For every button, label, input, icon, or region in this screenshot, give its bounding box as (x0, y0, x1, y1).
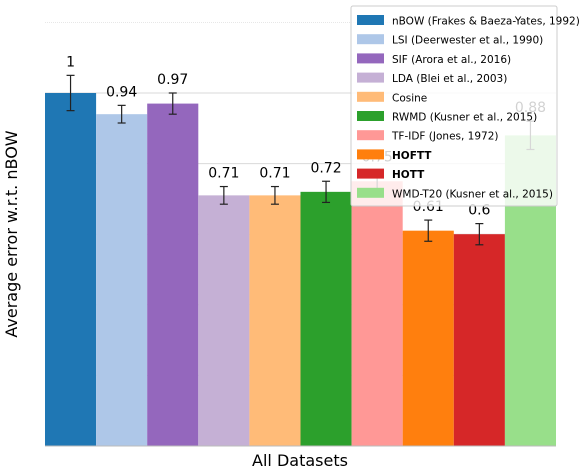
value-label: 0.71 (208, 166, 239, 182)
legend-label: nBOW (Frakes & Baeza-Yates, 1992) (392, 16, 580, 28)
legend-swatch (357, 168, 384, 179)
legend-label: WMD-T20 (Kusner et al., 2015) (392, 188, 553, 200)
legend-swatch (357, 15, 384, 25)
bar (402, 230, 454, 446)
legend-swatch (357, 187, 384, 198)
legend-item: HOTT (357, 168, 425, 181)
y-axis-label: Average error w.r.t. nBOW (2, 130, 21, 337)
legend-label: Cosine (392, 92, 427, 104)
legend-swatch (357, 111, 384, 121)
legend-swatch (357, 34, 384, 45)
legend: nBOW (Frakes & Baeza-Yates, 1992) LSI (De… (350, 5, 580, 207)
legend-item: LDA (Blei et al., 2003) (357, 72, 507, 85)
legend-swatch (357, 91, 384, 102)
legend-swatch (357, 72, 384, 83)
error-bar (322, 180, 331, 204)
legend-label: LDA (Blei et al., 2003) (392, 73, 507, 85)
error-bar (219, 185, 228, 205)
legend-item: LSI (Deerwester et al., 1990) (357, 34, 543, 47)
legend-item: HOFTT (357, 149, 432, 162)
bar (96, 114, 148, 447)
bar (351, 181, 403, 446)
value-label: 0.94 (106, 84, 137, 100)
legend-label: LSI (Deerwester et al., 1990) (392, 35, 543, 47)
legend-item: WMD-T20 (Kusner et al., 2015) (357, 187, 553, 200)
bars-group (45, 93, 556, 447)
bar (198, 195, 250, 446)
legend-label: SIF (Arora et al., 2016) (392, 54, 511, 66)
value-label: 0.71 (259, 166, 290, 182)
legend-item: nBOW (Frakes & Baeza-Yates, 1992) (357, 15, 580, 28)
legend-label: RWMD (Kusner et al., 2015) (392, 112, 537, 124)
error-bar (475, 223, 484, 246)
bar (147, 103, 199, 446)
error-bar (66, 74, 75, 112)
legend-swatch (357, 149, 384, 160)
legend-label: HOTT (392, 169, 425, 181)
error-bar (168, 92, 177, 115)
legend-item: Cosine (357, 91, 427, 104)
value-label: 0.72 (310, 160, 341, 176)
error-bar (117, 104, 126, 124)
legend-label: TF-IDF (Jones, 1972) (391, 131, 499, 143)
x-axis-label: All Datasets (252, 451, 348, 470)
legend-box (350, 5, 558, 207)
legend-item: RWMD (Kusner et al., 2015) (357, 111, 537, 124)
bar (45, 93, 97, 446)
value-label: 1 (66, 54, 75, 70)
bar (453, 234, 505, 446)
legend-swatch (357, 130, 384, 141)
error-bar (270, 185, 279, 205)
bar (300, 191, 352, 446)
error-bars-group (66, 74, 535, 246)
legend-swatch (357, 53, 384, 64)
legend-item: TF-IDF (Jones, 1972) (357, 130, 499, 143)
legend-label: HOFTT (392, 150, 432, 162)
error-bar (424, 219, 433, 242)
legend-item: SIF (Arora et al., 2016) (357, 53, 511, 66)
value-label: 0.6 (468, 203, 490, 219)
value-label: 0.97 (157, 72, 188, 88)
bar (249, 195, 301, 446)
